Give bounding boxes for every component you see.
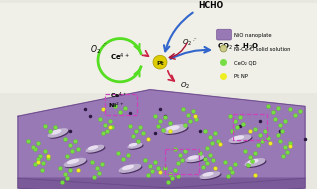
Ellipse shape bbox=[229, 135, 251, 143]
Ellipse shape bbox=[245, 159, 265, 166]
Ellipse shape bbox=[87, 146, 105, 153]
Text: Ce$^{4+}$: Ce$^{4+}$ bbox=[110, 52, 130, 63]
Ellipse shape bbox=[246, 160, 266, 167]
Text: Ni$^{2+}$: Ni$^{2+}$ bbox=[108, 100, 124, 110]
Ellipse shape bbox=[51, 130, 61, 134]
Ellipse shape bbox=[130, 144, 136, 146]
Ellipse shape bbox=[164, 126, 188, 134]
Polygon shape bbox=[18, 178, 305, 189]
Text: CO$_2$ + H$_2$O: CO$_2$ + H$_2$O bbox=[217, 41, 259, 52]
Ellipse shape bbox=[68, 160, 78, 163]
Text: CeO₂ QD: CeO₂ QD bbox=[234, 61, 256, 66]
Ellipse shape bbox=[120, 165, 142, 173]
Text: Pt: Pt bbox=[156, 61, 164, 66]
Ellipse shape bbox=[129, 144, 143, 149]
Ellipse shape bbox=[233, 136, 243, 140]
Text: O$_2$: O$_2$ bbox=[180, 81, 190, 91]
Ellipse shape bbox=[230, 136, 252, 143]
Text: O$_2$: O$_2$ bbox=[182, 37, 192, 48]
FancyBboxPatch shape bbox=[217, 29, 231, 40]
Ellipse shape bbox=[128, 143, 142, 148]
Text: ·⁻: ·⁻ bbox=[102, 43, 107, 48]
Text: Pt NP: Pt NP bbox=[234, 74, 248, 79]
Text: O$_2$: O$_2$ bbox=[90, 43, 101, 56]
Ellipse shape bbox=[64, 158, 86, 167]
Ellipse shape bbox=[201, 173, 221, 179]
Text: HCHO: HCHO bbox=[198, 1, 223, 10]
Ellipse shape bbox=[203, 173, 213, 176]
Ellipse shape bbox=[49, 129, 68, 137]
Circle shape bbox=[153, 55, 167, 69]
Text: ·⁻: ·⁻ bbox=[192, 39, 197, 43]
Polygon shape bbox=[18, 90, 305, 188]
Ellipse shape bbox=[167, 126, 179, 130]
Ellipse shape bbox=[86, 145, 104, 152]
Ellipse shape bbox=[186, 156, 204, 162]
Ellipse shape bbox=[248, 160, 258, 163]
Ellipse shape bbox=[123, 165, 133, 169]
Text: NiO nanoplate: NiO nanoplate bbox=[234, 33, 272, 38]
Ellipse shape bbox=[187, 156, 205, 163]
Ellipse shape bbox=[200, 172, 220, 178]
Ellipse shape bbox=[163, 125, 187, 133]
FancyBboxPatch shape bbox=[0, 3, 317, 92]
Ellipse shape bbox=[65, 160, 87, 167]
Text: Ni-Ce-O solid solution: Ni-Ce-O solid solution bbox=[234, 47, 290, 52]
Ellipse shape bbox=[189, 156, 197, 159]
Ellipse shape bbox=[119, 164, 141, 172]
Ellipse shape bbox=[89, 146, 97, 149]
Text: Ce$^{4+}$: Ce$^{4+}$ bbox=[110, 91, 128, 100]
Ellipse shape bbox=[49, 130, 68, 138]
